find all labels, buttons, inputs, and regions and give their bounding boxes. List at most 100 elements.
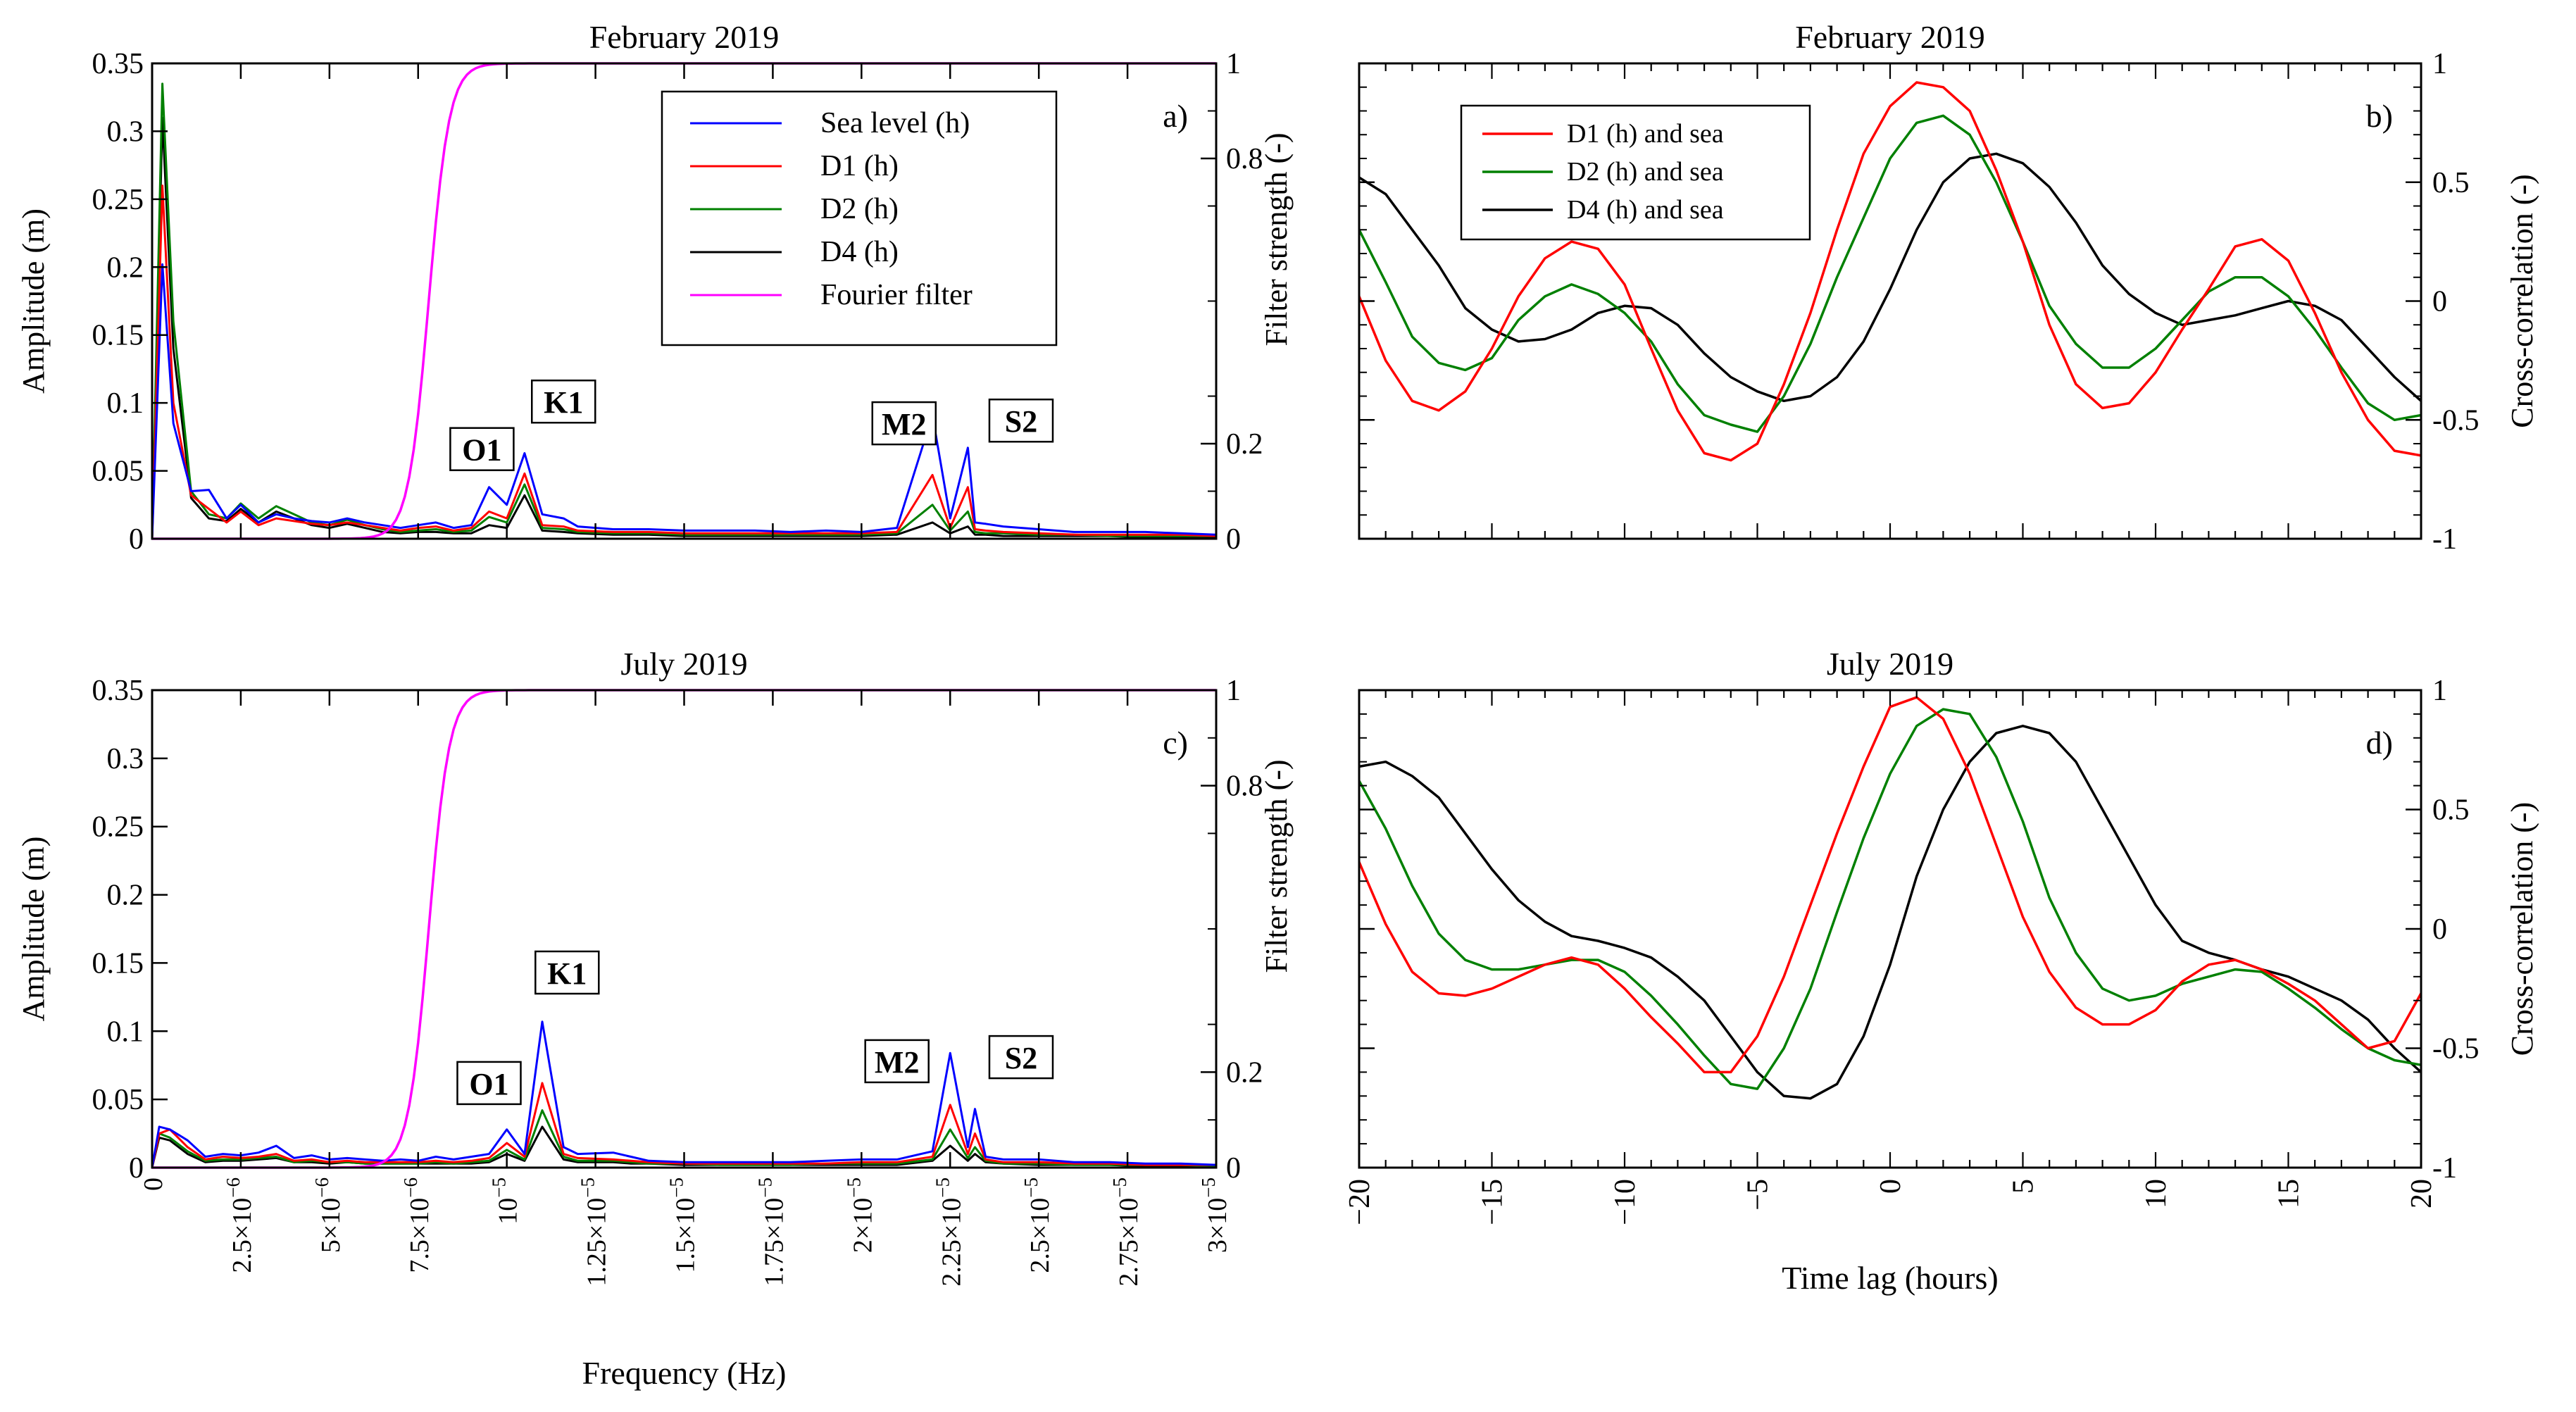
panel-c-xtick-label: 5×10−6: [311, 1177, 346, 1253]
xtick-exponent: −5: [932, 1177, 953, 1198]
panel-b-y2tick-label: 0: [2432, 286, 2447, 318]
panel-d-y2tick-label: 1: [2432, 675, 2447, 707]
panel-b-y2tick-label: 0.5: [2432, 167, 2470, 199]
panel-d-xtick-label: −10: [1609, 1179, 1642, 1225]
panel-d-y2tick-label: 0: [2432, 913, 2447, 946]
panel-c-ytick-label: 0.05: [92, 1084, 144, 1116]
panel-a-ytick-label: 0.2: [107, 251, 144, 284]
panel-b-y2tick-label: -0.5: [2432, 404, 2480, 437]
xtick-mantissa: 5×10: [316, 1198, 346, 1253]
panel-c-peak-box: [988, 1035, 1054, 1080]
panel-c-xtick-label: 2.25×10−5: [932, 1177, 966, 1287]
xtick-mantissa: 2.25×10: [937, 1198, 966, 1287]
xtick-exponent: −6: [223, 1177, 244, 1198]
panel-c-xtick-label: 2.5×10−6: [223, 1177, 257, 1273]
panel-d-xtick-label: −15: [1477, 1179, 1509, 1225]
panel-c-xtick-label: 2×10−5: [843, 1177, 877, 1253]
panel-c-xtick-label: 1.75×10−5: [754, 1177, 789, 1287]
panel-b-series-d4: [1358, 152, 2422, 403]
panel-c-ylabel: Amplitude (m): [16, 837, 51, 1022]
panel-d-xtick-label: −20: [1344, 1179, 1376, 1225]
panel-c-xtick-label: 0: [139, 1177, 168, 1191]
panel-d-frame: [1358, 689, 2422, 1169]
panel-c-xtick-label: 2.75×10−5: [1109, 1177, 1144, 1287]
panel-c-series-sea: [151, 1020, 1217, 1168]
panel-c-ytick-label: 0.25: [92, 811, 144, 844]
panel-a-y2label: Filter strength (-): [1259, 132, 1294, 346]
panel-a-ylabel: Amplitude (m): [16, 208, 51, 394]
panel-c-ytick-label: 0.35: [92, 675, 144, 707]
panel-b-label: b): [2366, 98, 2393, 134]
panel-a-y2tick-label: 0.2: [1226, 428, 1263, 461]
xtick-mantissa: 3×10: [1203, 1198, 1232, 1253]
panel-c-ytick-label: 0.3: [107, 743, 144, 775]
panel-a-y2tick-label: 0.8: [1226, 143, 1263, 175]
panel-a-ytick-label: 0.3: [107, 115, 144, 148]
xtick-exponent: −5: [666, 1177, 687, 1198]
panel-c-xtick-label: 1.5×10−5: [666, 1177, 701, 1273]
panel-a-y2tick-label: 1: [1226, 48, 1241, 80]
panel-d-xtick-label: 20: [2406, 1179, 2438, 1208]
panel-a-ytick-label: 0.1: [107, 387, 144, 420]
panel-c-peak-box: [864, 1039, 930, 1084]
xtick-mantissa: 2.5×10: [227, 1198, 257, 1273]
panel-b-legend-label-d2: D2 (h) and sea: [1567, 157, 1724, 187]
xtick-mantissa: 1.5×10: [671, 1198, 701, 1273]
panel-a-legend-box: [661, 90, 1058, 346]
xtick-mantissa: 2.75×10: [1114, 1198, 1144, 1287]
panel-a-legend-label-filter: Fourier filter: [820, 279, 973, 311]
panel-c-y2label: Filter strength (-): [1259, 759, 1294, 973]
panel-c-peak-s2: S2: [1005, 1041, 1037, 1075]
panel-a-peak-box: [531, 379, 596, 424]
panel-a-peak-o1: O1: [462, 433, 501, 468]
panel-c-jul-spectrum: July 2019 c) 0 0.05 0.1 0.15 0.2 0.25 0.3 0.35 0 0.…: [16, 646, 1294, 1391]
panel-c-ytick-label: 0.1: [107, 1016, 144, 1048]
xtick-exponent: −5: [843, 1177, 864, 1198]
xtick-mantissa: 1.25×10: [582, 1198, 612, 1287]
panel-d-series-d2: [1358, 708, 2422, 1090]
panel-c-y2tick-label: 0: [1226, 1152, 1241, 1185]
panel-c-y2tick-label: 0.2: [1226, 1056, 1263, 1089]
xtick-exponent: −5: [754, 1177, 775, 1198]
panel-d-y2tick-label: 0.5: [2432, 794, 2470, 827]
panel-a-ytick-label: 0.05: [92, 456, 144, 488]
panel-c-fourier-filter-line: [152, 689, 1216, 1169]
panel-c-peak-m2: M2: [875, 1045, 920, 1080]
xtick-mantissa: 10: [494, 1198, 523, 1225]
panel-d-xlabel: Time lag (hours): [1782, 1260, 1999, 1296]
panel-a-y2tick-label: 0: [1226, 523, 1241, 556]
panel-c-peak-box: [534, 950, 600, 995]
panel-b-y2label: Cross-correlation (-): [2505, 174, 2539, 427]
panel-c-frame: [151, 689, 1218, 1169]
panel-b-legend-label-d4: D4 (h) and sea: [1567, 195, 1724, 225]
panel-a-feb-spectrum: February 2019 a) 0 0.05 0.1 0.15 0.2 0.25 0.3 0.3…: [16, 19, 1294, 556]
panel-d-title: July 2019: [1827, 646, 1953, 682]
panel-a-peak-box: [449, 427, 515, 471]
panel-c-ytick-label: 0.15: [92, 947, 144, 980]
panel-a-series-d4: [151, 116, 1216, 539]
panel-a-legend-label-d2: D2 (h): [820, 193, 899, 225]
panel-b-legend-label-d1: D1 (h) and sea: [1567, 119, 1724, 149]
xtick-mantissa: 2×10: [848, 1198, 877, 1253]
panel-a-label: a): [1163, 98, 1188, 134]
panel-a-title: February 2019: [589, 19, 780, 55]
panel-a-ytick-label: 0.15: [92, 320, 144, 352]
xtick-mantissa: 0: [139, 1177, 168, 1191]
panel-d-xtick-label: 10: [2140, 1179, 2172, 1208]
panel-b-y2tick-label: 1: [2432, 48, 2447, 80]
panel-a-peak-box: [871, 401, 937, 446]
panel-a-ytick-label: 0: [129, 523, 144, 556]
panel-a-peak-box: [988, 398, 1054, 443]
panel-c-peak-box: [456, 1061, 522, 1106]
panel-c-series-d2: [151, 1109, 1217, 1168]
panel-c-series-d4: [151, 1125, 1216, 1168]
xtick-mantissa: 1.75×10: [759, 1198, 789, 1287]
panel-a-peak-s2: S2: [1005, 404, 1037, 439]
panel-c-label: c): [1163, 725, 1188, 761]
panel-b-series-d1: [1358, 81, 2422, 462]
panel-d-y2tick-label: -0.5: [2432, 1033, 2480, 1066]
panel-c-peak-k1: K1: [547, 956, 587, 991]
panel-c-xtick-label: 2.5×10−5: [1020, 1177, 1055, 1273]
panel-c-y2tick-label: 0.8: [1226, 770, 1263, 803]
